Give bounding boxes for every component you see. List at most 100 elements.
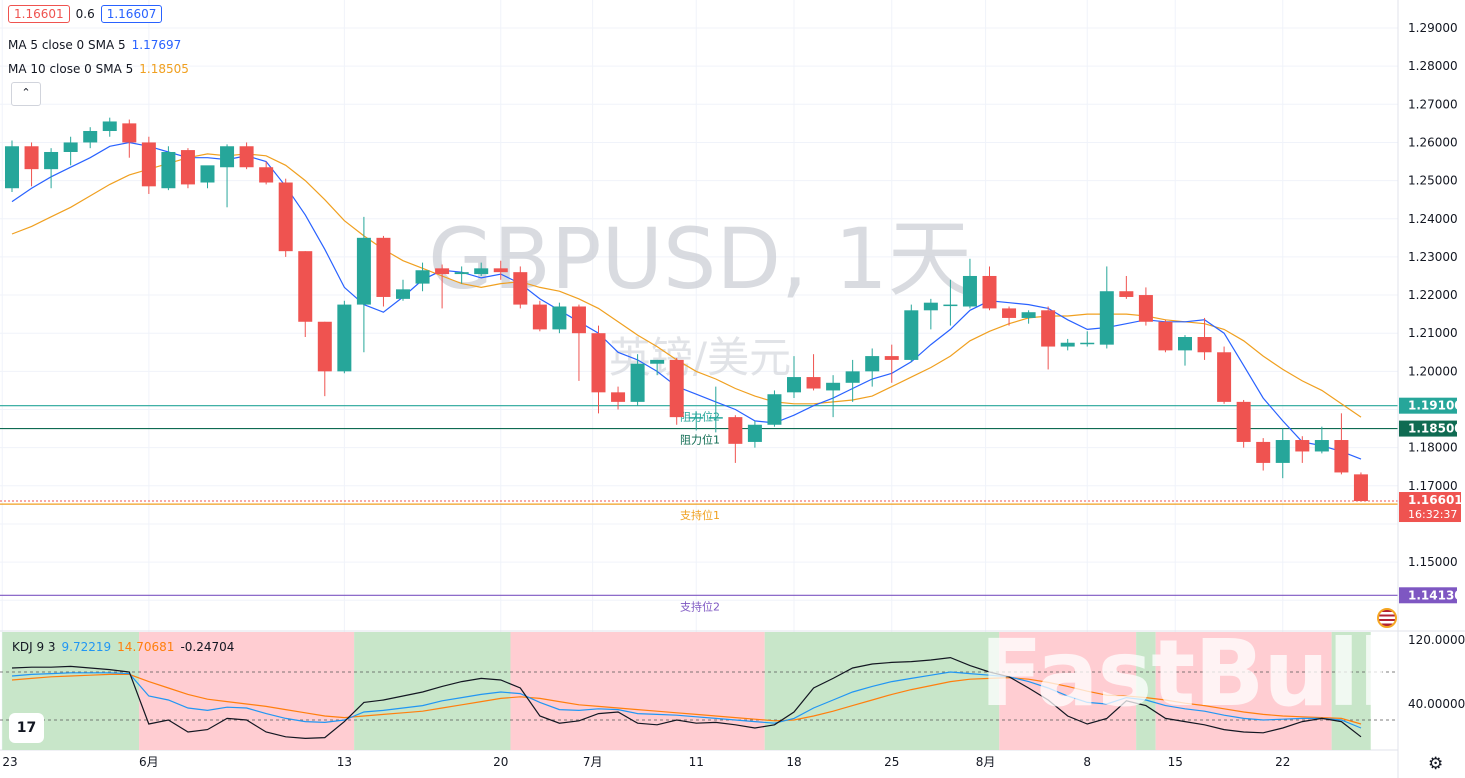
candle-body bbox=[1197, 337, 1212, 353]
candle bbox=[865, 348, 880, 387]
ma10-legend[interactable]: MA 10 close 0 SMA 5 1.18505 bbox=[8, 62, 189, 76]
candle bbox=[102, 117, 117, 137]
candle-body bbox=[1353, 474, 1368, 502]
x-tick-label: 13 bbox=[337, 755, 352, 769]
ma5-legend[interactable]: MA 5 close 0 SMA 5 1.17697 bbox=[8, 38, 181, 52]
candle-body bbox=[904, 310, 919, 360]
candle bbox=[669, 357, 684, 425]
kdj-legend[interactable]: KDJ 9 3 9.72219 14.70681 -0.24704 bbox=[12, 640, 234, 654]
candle bbox=[317, 321, 332, 397]
candle bbox=[943, 279, 958, 326]
candle-body bbox=[1138, 295, 1153, 322]
ma5-line bbox=[11, 141, 1362, 460]
kdj-band bbox=[1155, 632, 1332, 750]
level-axis-badge bbox=[1399, 397, 1457, 414]
kdj-y-tick-label: 120.00000 bbox=[1408, 633, 1465, 647]
candle bbox=[591, 325, 606, 414]
candle-body bbox=[1002, 308, 1017, 318]
candle bbox=[161, 146, 176, 191]
fastbull-watermark: FastBull bbox=[980, 620, 1390, 727]
candle bbox=[923, 298, 938, 330]
candle-body bbox=[396, 289, 410, 299]
candle-body bbox=[591, 333, 606, 393]
x-tick-label: 23 bbox=[2, 755, 17, 769]
x-tick-label: 18 bbox=[786, 755, 801, 769]
candle bbox=[826, 375, 841, 418]
candle bbox=[513, 266, 528, 309]
candle bbox=[44, 148, 59, 189]
x-tick-label: 7月 bbox=[583, 755, 603, 769]
candle-body bbox=[63, 142, 78, 152]
y-tick-label: 1.28000 bbox=[1408, 59, 1458, 73]
candle-body bbox=[650, 359, 665, 364]
candle bbox=[787, 356, 801, 399]
level-label: 阻力位2 bbox=[680, 410, 720, 424]
candle bbox=[1217, 346, 1232, 404]
spread-value: 0.6 bbox=[75, 7, 95, 21]
candle bbox=[1197, 317, 1212, 360]
x-tick-label: 11 bbox=[689, 755, 704, 769]
candle-body bbox=[220, 146, 235, 168]
candle bbox=[845, 359, 860, 402]
candle bbox=[1119, 275, 1134, 299]
candle-body bbox=[767, 394, 782, 425]
price-legend: 1.16601 0.6 1.16607 bbox=[8, 5, 163, 23]
kdj-band bbox=[139, 632, 355, 750]
level-axis-label: 1.19100 bbox=[1408, 399, 1463, 413]
y-tick-label: 1.21000 bbox=[1408, 326, 1458, 340]
candle-body bbox=[552, 306, 567, 330]
candle-body bbox=[1178, 337, 1192, 351]
candle-body bbox=[1099, 291, 1114, 345]
candle bbox=[571, 304, 586, 381]
candle bbox=[904, 304, 919, 362]
candle-body bbox=[200, 165, 215, 183]
candle bbox=[1236, 399, 1251, 448]
y-tick-label: 1.24000 bbox=[1408, 212, 1458, 226]
candle-body bbox=[376, 237, 391, 297]
gear-icon[interactable]: ⚙ bbox=[1428, 754, 1444, 774]
candle bbox=[1021, 310, 1036, 324]
y-tick-label: 1.29000 bbox=[1408, 21, 1458, 35]
candle bbox=[474, 262, 489, 276]
collapse-legend-button[interactable]: ⌃ bbox=[11, 82, 41, 106]
candle-body bbox=[943, 304, 958, 307]
y-tick-label: 1.18000 bbox=[1408, 441, 1458, 455]
candle bbox=[141, 136, 156, 194]
candle-body bbox=[102, 121, 117, 132]
candle-body bbox=[708, 417, 723, 419]
ma5-value: 1.17697 bbox=[131, 38, 182, 52]
candle-body bbox=[1275, 440, 1290, 463]
candle bbox=[180, 148, 195, 189]
last-price-badge bbox=[1399, 492, 1461, 523]
candle-body bbox=[1334, 440, 1349, 473]
candle-body bbox=[865, 356, 880, 372]
y-tick-label: 1.15000 bbox=[1408, 555, 1458, 569]
ask-price-box[interactable]: 1.16607 bbox=[100, 5, 163, 23]
candle-body bbox=[806, 377, 821, 389]
candle-body bbox=[1314, 440, 1329, 452]
candle bbox=[200, 165, 215, 189]
candle-body bbox=[1060, 342, 1075, 347]
candle-body bbox=[415, 270, 430, 284]
candle-body bbox=[83, 131, 98, 143]
candle bbox=[278, 178, 293, 257]
candle bbox=[415, 262, 430, 292]
bid-price-box[interactable]: 1.16601 bbox=[8, 5, 70, 23]
level-label: 阻力位1 bbox=[680, 433, 720, 447]
candle-body bbox=[787, 377, 801, 393]
candle bbox=[1060, 338, 1075, 351]
candle-body bbox=[1021, 312, 1036, 318]
candle bbox=[298, 251, 313, 338]
candle-body bbox=[161, 151, 176, 189]
candle-body bbox=[122, 123, 137, 143]
candle bbox=[884, 344, 899, 383]
y-tick-label: 1.27000 bbox=[1408, 97, 1458, 111]
level-label: 支持位1 bbox=[680, 508, 720, 522]
us-flag-icon[interactable] bbox=[1377, 608, 1397, 628]
tradingview-logo-icon[interactable]: 17 bbox=[9, 713, 44, 743]
level-label: 支持位2 bbox=[680, 599, 720, 613]
candle-body bbox=[1256, 441, 1271, 463]
candle bbox=[239, 142, 254, 170]
kdj-y-tick-label: 40.00000 bbox=[1408, 697, 1465, 711]
